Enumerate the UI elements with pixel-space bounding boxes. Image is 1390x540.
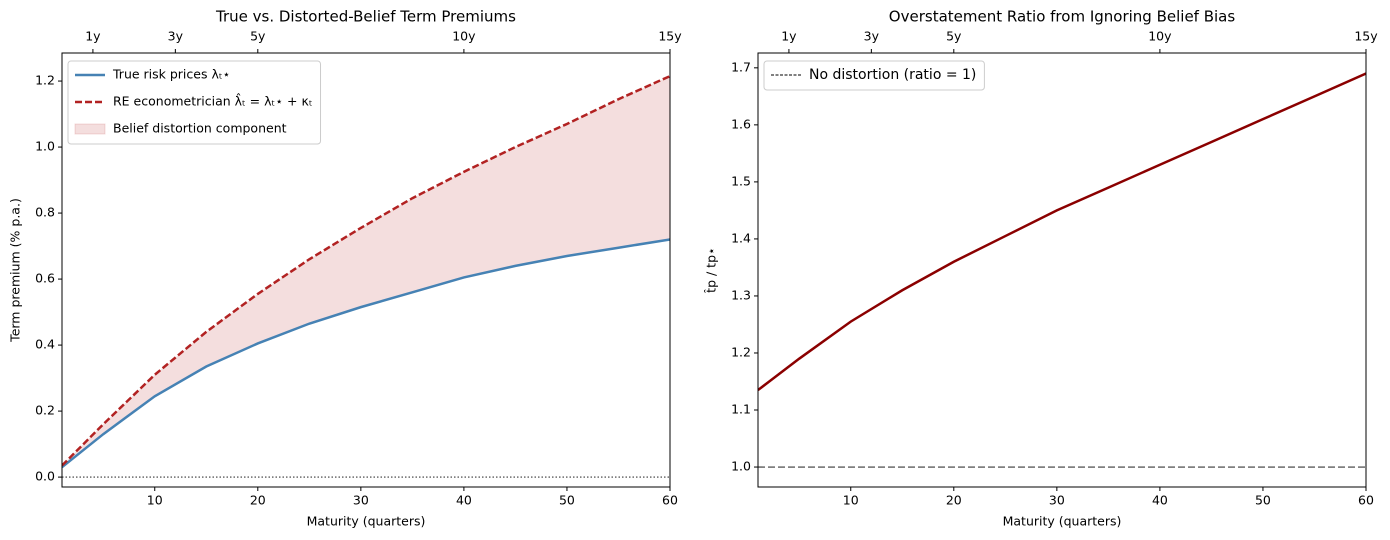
legend-frame xyxy=(763,60,985,91)
x-axis-label: Maturity (quarters) xyxy=(307,514,426,529)
series-line xyxy=(758,72,1366,392)
legend-label: True risk prices λₜ⋆ xyxy=(112,67,230,82)
y-tick-label: 1.2 xyxy=(35,73,55,88)
legend-label: RE econometrician λ̂ₜ = λₜ⋆ + κₜ xyxy=(113,92,313,108)
y-tick-label: 0.0 xyxy=(35,469,55,484)
y-tick-label: 0.4 xyxy=(35,337,55,352)
x-tick-label: 30 xyxy=(353,493,369,508)
x2-tick-label: 15y xyxy=(1354,29,1378,44)
x2-tick-label: 3y xyxy=(864,29,880,44)
y-tick-label: 1.0 xyxy=(731,459,751,474)
x-axis-label: Maturity (quarters) xyxy=(1003,514,1122,529)
x-tick-label: 60 xyxy=(662,493,678,508)
plot-frame xyxy=(757,52,1367,488)
chart-title: True vs. Distorted-Belief Term Premiums xyxy=(215,8,516,26)
legend: True risk prices λₜ⋆ RE econometrician λ̂… xyxy=(67,60,322,145)
panel: 10 20 30 40 50 60 1y 3y 5y 10y 15y 0.0 0.2 0.4 0.6 0.8 1… xyxy=(8,8,683,529)
y-tick-label: 0.2 xyxy=(35,403,55,418)
y-tick-label: 1.4 xyxy=(731,230,751,245)
x2-tick-label: 10y xyxy=(1148,29,1172,44)
y-tick-label: 1.0 xyxy=(35,139,55,154)
x-tick-label: 40 xyxy=(1152,493,1168,508)
y-tick-label: 1.6 xyxy=(731,116,751,131)
x-tick-label: 10 xyxy=(843,493,859,508)
x-tick-label: 10 xyxy=(147,493,163,508)
y-tick-label: 1.3 xyxy=(731,287,751,302)
x2-tick-label: 3y xyxy=(168,29,184,44)
legend-frame xyxy=(67,60,322,145)
x-tick-label: 60 xyxy=(1358,493,1374,508)
y-tick-label: 1.5 xyxy=(731,173,751,188)
plot-frame xyxy=(61,52,671,488)
x2-tick-label: 1y xyxy=(85,29,101,44)
panel: 10 20 30 40 50 60 1y 3y 5y 10y 15y 1.0 1.1 1.2 1.3 1.4 1… xyxy=(704,8,1379,529)
y-axis-label: t̂p / tp⋆ xyxy=(704,247,719,293)
x2-tick-label: 1y xyxy=(781,29,797,44)
x2-tick-label: 5y xyxy=(946,29,962,44)
x-tick-label: 20 xyxy=(946,493,962,508)
y-tick-label: 1.7 xyxy=(731,59,751,74)
series-line xyxy=(62,238,670,469)
series-line xyxy=(62,74,670,467)
x-tick-label: 20 xyxy=(250,493,266,508)
chart-title: Overstatement Ratio from Ignoring Belief… xyxy=(889,8,1236,26)
legend-swatch xyxy=(74,123,106,135)
y-axis-label: Term premium (% p.a.) xyxy=(8,198,23,343)
y-tick-label: 1.1 xyxy=(731,402,751,417)
x2-tick-label: 5y xyxy=(250,29,266,44)
band-area xyxy=(62,76,670,468)
y-tick-label: 0.8 xyxy=(35,205,55,220)
x2-tick-label: 15y xyxy=(658,29,682,44)
x-tick-label: 30 xyxy=(1049,493,1065,508)
legend-label: No distortion (ratio = 1) xyxy=(809,67,976,83)
x-tick-label: 50 xyxy=(559,493,575,508)
x-tick-label: 50 xyxy=(1255,493,1271,508)
x-tick-label: 40 xyxy=(456,493,472,508)
x2-tick-label: 10y xyxy=(452,29,476,44)
legend-label: Belief distortion component xyxy=(113,121,287,136)
legend: No distortion (ratio = 1) xyxy=(763,60,985,91)
y-tick-label: 0.6 xyxy=(35,271,55,286)
y-tick-label: 1.2 xyxy=(731,344,751,359)
